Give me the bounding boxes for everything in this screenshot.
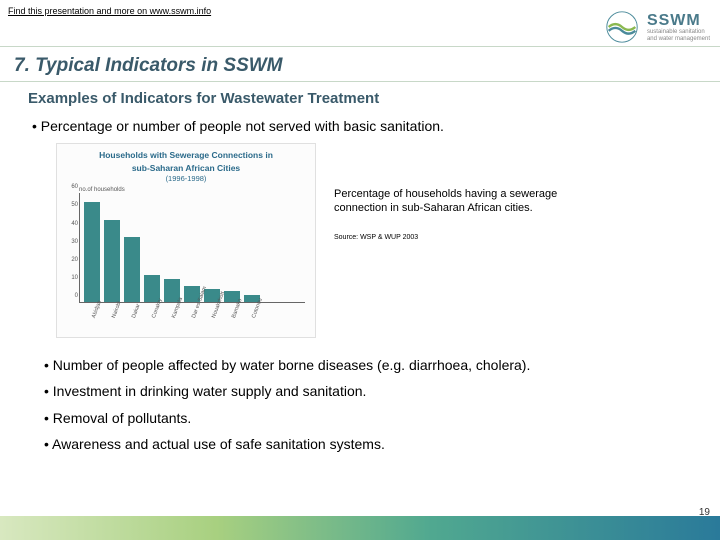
chart-y-ticks: 0102030405060 bbox=[64, 193, 78, 302]
logo-sub2: and water management bbox=[647, 36, 710, 43]
logo: SSWM sustainable sanitation and water ma… bbox=[603, 8, 710, 46]
chart-source: Source: WSP & WUP 2003 bbox=[334, 216, 584, 241]
bullet-item: • Number of people affected by water bor… bbox=[44, 352, 692, 378]
chart-subtitle: sub-Saharan African Cities bbox=[61, 161, 311, 174]
bullet-1: • Percentage or number of people not ser… bbox=[0, 113, 720, 139]
chart-year-range: (1996-1998) bbox=[61, 174, 311, 187]
footer-gradient bbox=[0, 516, 720, 540]
chart-plot-area: 0102030405060 bbox=[79, 193, 305, 303]
y-tick: 30 bbox=[71, 239, 78, 245]
chart-bar bbox=[84, 202, 100, 302]
chart-row: Households with Sewerage Connections in … bbox=[0, 139, 720, 342]
chart-bar bbox=[124, 237, 140, 302]
section-title: 7. Typical Indicators in SSWM bbox=[0, 47, 720, 82]
y-tick: 20 bbox=[71, 257, 78, 263]
y-tick: 40 bbox=[71, 221, 78, 227]
bullet-item: • Awareness and actual use of safe sanit… bbox=[44, 431, 692, 457]
chart-x-labels: AbidjanNairobiDakarConakryKampalaDar es … bbox=[61, 303, 311, 335]
chart-bar bbox=[104, 220, 120, 302]
bullets-lower: • Number of people affected by water bor… bbox=[0, 342, 720, 457]
y-tick: 50 bbox=[71, 202, 78, 208]
bar-chart: Households with Sewerage Connections in … bbox=[56, 143, 316, 338]
y-tick: 10 bbox=[71, 275, 78, 281]
chart-caption: Percentage of households having a sewera… bbox=[334, 187, 584, 216]
bullet-item: • Investment in drinking water supply an… bbox=[44, 378, 692, 404]
logo-main-text: SSWM bbox=[647, 12, 710, 30]
caption-column: Percentage of households having a sewera… bbox=[334, 143, 584, 241]
subtitle: Examples of Indicators for Wastewater Tr… bbox=[0, 82, 720, 113]
bullet-item: • Removal of pollutants. bbox=[44, 405, 692, 431]
y-tick: 0 bbox=[75, 293, 78, 299]
sswm-logo-icon bbox=[603, 8, 641, 46]
y-tick: 60 bbox=[71, 184, 78, 190]
logo-sub1: sustainable sanitation bbox=[647, 29, 710, 36]
chart-title: Households with Sewerage Connections in bbox=[61, 148, 311, 161]
